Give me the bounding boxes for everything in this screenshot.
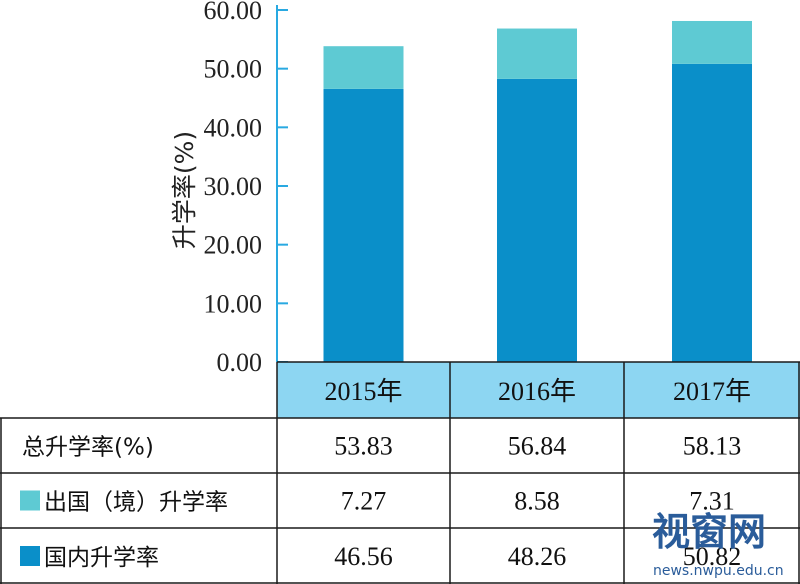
category-label: 2016年 xyxy=(498,377,576,406)
bar-segment-abroad xyxy=(323,46,404,89)
table-cell: 8.58 xyxy=(514,487,560,516)
category-label: 2015年 xyxy=(324,377,402,406)
y-tick-label: 30.00 xyxy=(204,172,263,201)
y-axis-label: 升学率(%) xyxy=(170,131,199,249)
table-cell: 48.26 xyxy=(508,542,567,571)
bars xyxy=(323,20,752,363)
table-cell: 50.82 xyxy=(683,542,742,571)
bar-segment-abroad xyxy=(672,20,752,64)
table-cell: 53.83 xyxy=(334,432,393,461)
watermark-url: news.nwpu.edu.cn xyxy=(653,563,784,579)
category-label: 2017年 xyxy=(673,377,751,406)
y-tick-label: 40.00 xyxy=(204,113,263,142)
bar-segment-domestic xyxy=(497,78,577,362)
legend-swatch xyxy=(20,546,40,566)
bar-segment-abroad xyxy=(497,28,577,79)
table-row-label: 国内升学率 xyxy=(44,545,159,571)
y-tick-labels: 0.00 10.00 20.00 30.00 40.00 50.00 60.00 xyxy=(204,0,288,377)
y-tick-label: 60.00 xyxy=(204,0,263,25)
table-cell: 58.13 xyxy=(683,432,742,461)
table-row-label: 出国（境）升学率 xyxy=(44,490,228,516)
table-cell: 46.56 xyxy=(334,542,393,571)
table-row-label: 总升学率(%) xyxy=(22,435,154,461)
table-cell: 7.31 xyxy=(689,487,735,516)
bar-segment-domestic xyxy=(323,88,404,363)
watermark-title: 视窗网 xyxy=(652,510,766,554)
y-tick-label: 10.00 xyxy=(204,289,263,318)
y-tick-label: 0.00 xyxy=(217,348,263,377)
legend-swatch xyxy=(20,490,40,511)
y-tick-label: 50.00 xyxy=(204,55,263,84)
watermark: 视窗网 news.nwpu.edu.cn xyxy=(652,510,784,579)
table-header-fill xyxy=(277,362,800,418)
table-cell: 56.84 xyxy=(508,432,567,461)
table-cell: 7.27 xyxy=(341,487,387,516)
y-tick-label: 20.00 xyxy=(204,231,263,260)
bar-segment-domestic xyxy=(672,63,752,363)
